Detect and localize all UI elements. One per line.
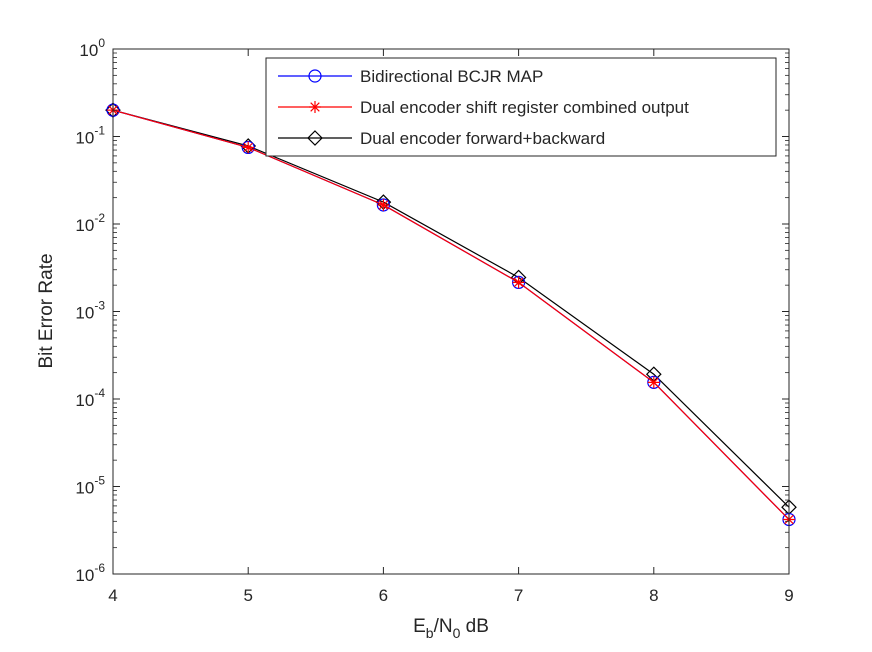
y-tick-exponent: -6 [94,561,105,575]
y-tick-label: 100 [79,36,105,60]
legend-marker-2 [309,101,321,113]
x-tick-label-7: 7 [514,586,523,605]
x-tick-label-6: 6 [379,586,388,605]
x-tick-label-9: 9 [784,586,793,605]
series-2-point-3 [377,198,390,211]
series-layer [105,102,797,527]
y-tick-exponent: -4 [94,386,105,400]
y-tick-exponent: -3 [94,299,105,313]
x-tick-label-4: 4 [108,586,117,605]
y-tick-base: 10 [75,304,94,323]
x-tick-label-8: 8 [649,586,658,605]
y-tick-exponent: 0 [98,36,105,50]
legend-entry-3: Dual encoder forward+backward [278,129,605,148]
x-axis-label: Eb/N0 dB [413,616,489,641]
y-tick-base: 10 [79,41,98,60]
y-tick-exponent: -2 [94,211,105,225]
legend-entry-1: Bidirectional BCJR MAP [278,67,543,86]
y-tick-exponent: -1 [94,124,105,138]
x-axis-label-sub2: 0 [453,625,461,641]
legend-label-3: Dual encoder forward+backward [360,129,605,148]
y-tick-base: 10 [75,566,94,585]
legend: Bidirectional BCJR MAP Dual encoder shift… [265,57,777,157]
series-3-line [112,109,790,508]
x-tick-label-5: 5 [243,586,252,605]
y-tick-exponent: -5 [94,474,105,488]
x-axis-label-sub1: b [426,625,434,641]
y-tick-base: 10 [75,129,94,148]
y-tick-base: 10 [75,216,94,235]
legend-label-2: Dual encoder shift register combined out… [360,98,689,117]
legend-label-1: Bidirectional BCJR MAP [360,67,543,86]
y-tick-label: 10-5 [75,474,105,498]
y-axis-label: Bit Error Rate [36,253,57,368]
x-axis-label-main: E [413,616,426,637]
y-tick-label: 10-1 [75,124,105,148]
y-tick-label: 10-2 [75,211,105,235]
legend-marker-3 [307,130,323,146]
series-2-point-2 [242,141,255,154]
y-tick-label: 10-3 [75,299,105,323]
y-tick-base: 10 [75,391,94,410]
x-axis-label-tail: dB [460,616,489,637]
y-tick-base: 10 [75,479,94,498]
y-tick-label: 10-6 [75,561,105,585]
series-2-point-4 [512,276,525,289]
x-axis-label-mid: /N [434,616,453,637]
series-2-line [112,109,790,520]
series-2-point-5 [647,376,660,389]
legend-entry-2: Dual encoder shift register combined out… [278,98,689,117]
legend-marker-1 [308,69,322,83]
y-tick-label: 10-4 [75,386,105,410]
